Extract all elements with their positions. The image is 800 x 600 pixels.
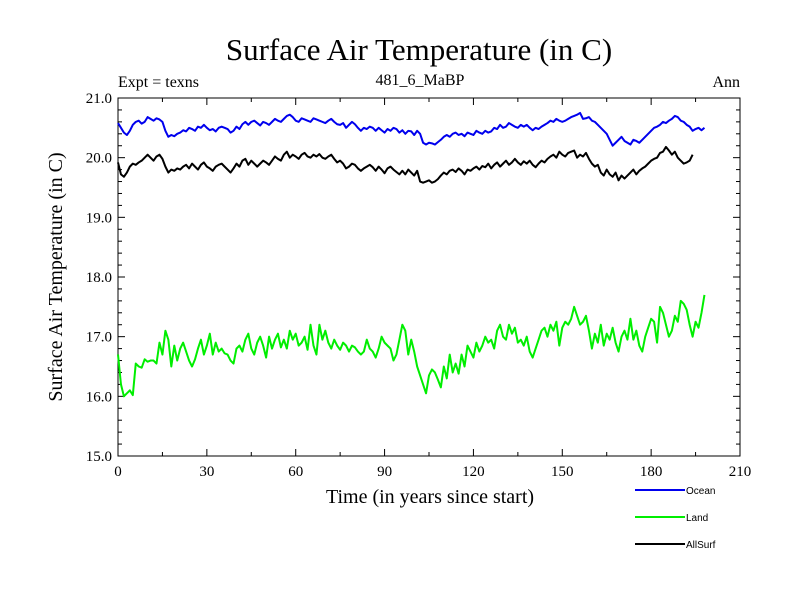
legend-label-land: Land (686, 513, 708, 524)
legend-label-allsurf: AllSurf (686, 540, 716, 551)
x-axis: 0 30 60 90 120 150 180 210 (114, 98, 751, 480)
x-tick-label: 150 (551, 464, 574, 480)
y-tick-label: 18.0 (86, 270, 112, 286)
season-label: Ann (712, 74, 740, 91)
y-axis-label: Surface Air Temperature (in C) (45, 152, 67, 401)
y-tick-label: 19.0 (86, 210, 112, 226)
x-axis-label: Time (in years since start) (326, 486, 534, 508)
y-tick-label: 16.0 (86, 389, 112, 405)
y-tick-label: 15.0 (86, 449, 112, 465)
plot-frame (117, 97, 741, 457)
x-tick-label: 0 (114, 464, 122, 480)
y-tick-label: 20.0 (86, 151, 112, 167)
x-tick-label: 30 (199, 464, 214, 480)
y-tick-label: 17.0 (86, 330, 112, 346)
series-line-allsurf (117, 145, 694, 184)
x-tick-label: 120 (462, 464, 485, 480)
legend-label-ocean: Ocean (686, 486, 715, 497)
series-lines (117, 111, 706, 398)
chart-subtitle: 481_6_MaBP (376, 72, 465, 89)
series-line-ocean (117, 111, 706, 147)
x-tick-label: 60 (288, 464, 303, 480)
experiment-label: Expt = texns (118, 74, 199, 91)
y-axis: 15.0 16.0 17.0 18.0 19.0 20.0 21.0 (86, 91, 740, 465)
x-tick-label: 180 (640, 464, 663, 480)
x-tick-label: 90 (377, 464, 392, 480)
y-tick-label: 21.0 (86, 91, 112, 107)
x-tick-label: 210 (729, 464, 752, 480)
legend: Ocean Land AllSurf (635, 486, 716, 551)
chart-title: Surface Air Temperature (in C) (226, 32, 612, 67)
plot-area: 0 30 60 90 120 150 180 210 15.0 16.0 17.0 18.0 19.0… (86, 91, 752, 480)
series-line-land (117, 294, 706, 398)
